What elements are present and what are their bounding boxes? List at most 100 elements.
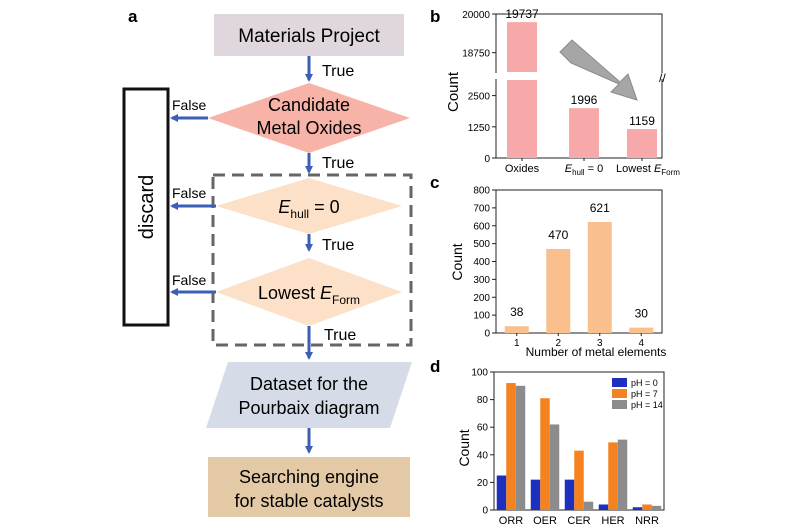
materials-project-box <box>214 14 404 56</box>
bar <box>564 479 575 510</box>
data-label: 30 <box>635 307 649 321</box>
x-tick-label: Ehull = 0 <box>565 163 603 177</box>
x-tick-label: OER <box>533 515 557 527</box>
y-tick-label: 2500 <box>468 92 491 103</box>
bar <box>515 385 526 510</box>
x-tick-label: Lowest EForm <box>616 163 680 177</box>
bar <box>540 398 550 510</box>
y-tick-label: 0 <box>484 329 490 340</box>
ehull-diamond <box>216 178 402 234</box>
bar <box>617 439 628 510</box>
dataset-parallelogram <box>206 362 412 428</box>
data-label: 1996 <box>571 93 598 107</box>
x-tick-label: 1 <box>514 338 520 349</box>
y-tick-label: 20000 <box>462 10 490 21</box>
filter-dashed-box <box>211 173 413 347</box>
bar <box>587 221 612 333</box>
dataset-label-line2: Pourbaix diagram <box>238 398 379 418</box>
trend-arrow <box>559 39 638 101</box>
bar <box>629 327 654 333</box>
axis-break-mark: // <box>659 71 666 85</box>
y-tick-label: 100 <box>471 368 488 379</box>
bar <box>608 442 618 510</box>
bar <box>506 383 516 510</box>
chart-d-ylabel: Count <box>456 429 472 466</box>
bar <box>574 450 584 510</box>
y-tick-label: 400 <box>473 257 490 268</box>
x-tick-label: 4 <box>638 338 644 349</box>
bar <box>598 504 609 510</box>
lowest-e: E <box>320 283 333 303</box>
data-label: 38 <box>510 305 524 319</box>
panel-label-a: a <box>128 7 138 26</box>
data-label: 470 <box>548 228 568 242</box>
true-label: True <box>322 237 354 254</box>
ehull-main: E <box>278 197 291 217</box>
ehull-rest: = 0 <box>309 197 340 217</box>
panel-label-c: c <box>430 173 439 192</box>
y-tick-label: 20 <box>477 478 489 489</box>
bar <box>642 504 652 510</box>
chart-b-ylabel: Count <box>445 71 462 112</box>
search-label-line2: for stable catalysts <box>234 491 383 511</box>
false-label: False <box>172 97 206 113</box>
bar <box>507 80 537 158</box>
legend-label: pH = 0 <box>631 378 658 388</box>
legend-swatch <box>612 378 627 387</box>
x-tick-label: 3 <box>597 338 603 349</box>
search-label-line1: Searching engine <box>239 467 379 487</box>
bar <box>530 479 541 510</box>
x-tick-label: Oxides <box>505 163 540 175</box>
bar <box>496 475 507 510</box>
y-tick-label: 500 <box>473 239 490 250</box>
y-tick-label: 1250 <box>468 123 491 134</box>
x-tick-label: HER <box>601 515 624 527</box>
data-label: 1159 <box>629 114 655 128</box>
legend-label: pH = 7 <box>631 389 658 399</box>
bar <box>651 505 662 510</box>
bar <box>507 22 537 72</box>
legend-swatch <box>612 400 627 409</box>
candidate-metal-oxides-diamond <box>208 83 410 153</box>
y-tick-label: 100 <box>473 311 490 322</box>
legend-swatch <box>612 389 627 398</box>
y-tick-label: 40 <box>477 450 489 461</box>
x-tick-label: NRR <box>635 515 659 527</box>
y-tick-label: 800 <box>473 186 490 197</box>
data-label: 19737 <box>505 7 539 21</box>
ehull-label: Ehull = 0 <box>278 197 339 221</box>
x-tick-label: CER <box>567 515 590 527</box>
y-tick-label: 80 <box>477 395 489 406</box>
y-tick-label: 60 <box>477 423 489 434</box>
dataset-label-line1: Dataset for the <box>250 374 368 394</box>
lowest-eform-diamond <box>216 258 402 326</box>
false-label: False <box>172 185 206 201</box>
y-tick-label: 18750 <box>462 49 490 60</box>
discard-box <box>122 87 170 327</box>
candidate-label-line2: Metal Oxides <box>256 118 361 138</box>
legend-label: pH = 14 <box>631 400 663 410</box>
true-label: True <box>324 327 356 344</box>
lowest-eform-label: Lowest EForm <box>258 283 360 307</box>
panel-label-b: b <box>430 7 440 26</box>
x-tick-label: ORR <box>499 515 524 527</box>
bar <box>569 108 599 158</box>
false-label: False <box>172 272 206 288</box>
discard-label: discard <box>136 175 158 239</box>
materials-project-label: Materials Project <box>238 26 380 47</box>
true-label: True <box>322 155 354 172</box>
y-tick-label: 0 <box>484 154 490 165</box>
data-label: 621 <box>590 201 610 215</box>
panel-label-d: d <box>430 357 440 376</box>
ehull-sub: hull <box>290 207 309 221</box>
bar <box>504 326 529 333</box>
bar <box>549 424 560 510</box>
searching-engine-box <box>208 457 410 517</box>
true-label: True <box>322 63 354 80</box>
candidate-label-line1: Candidate <box>268 95 350 115</box>
bar <box>583 501 594 510</box>
